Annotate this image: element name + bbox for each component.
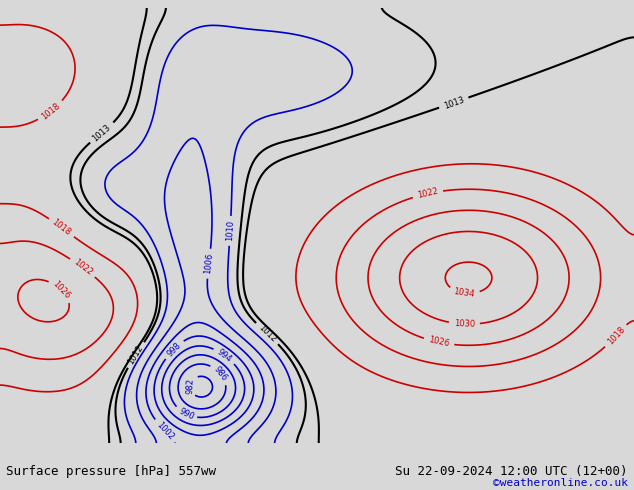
Text: 1013: 1013 (443, 95, 465, 110)
Text: 1026: 1026 (428, 336, 450, 349)
Text: 1012: 1012 (126, 343, 145, 366)
Text: 986: 986 (212, 365, 229, 383)
Text: 1022: 1022 (72, 258, 94, 277)
Text: 1018: 1018 (40, 101, 62, 121)
Text: 1013: 1013 (91, 122, 113, 143)
Text: 1022: 1022 (417, 187, 439, 200)
Text: 1018: 1018 (50, 218, 73, 238)
Text: 1002: 1002 (155, 420, 176, 441)
Text: ©weatheronline.co.uk: ©weatheronline.co.uk (493, 478, 628, 488)
Text: 990: 990 (178, 407, 196, 422)
Text: 1012: 1012 (257, 323, 278, 344)
Text: 1006: 1006 (204, 253, 214, 275)
Text: 982: 982 (186, 378, 195, 394)
Text: 1030: 1030 (453, 319, 475, 329)
Text: 1034: 1034 (453, 287, 476, 299)
Text: 1026: 1026 (51, 279, 72, 301)
Text: 1018: 1018 (605, 325, 626, 347)
Text: Su 22-09-2024 12:00 UTC (12+00): Su 22-09-2024 12:00 UTC (12+00) (395, 465, 628, 478)
Text: Surface pressure [hPa] 557ww: Surface pressure [hPa] 557ww (6, 465, 216, 478)
Text: 994: 994 (216, 347, 233, 364)
Text: 998: 998 (165, 341, 183, 358)
Text: 1010: 1010 (225, 220, 235, 242)
